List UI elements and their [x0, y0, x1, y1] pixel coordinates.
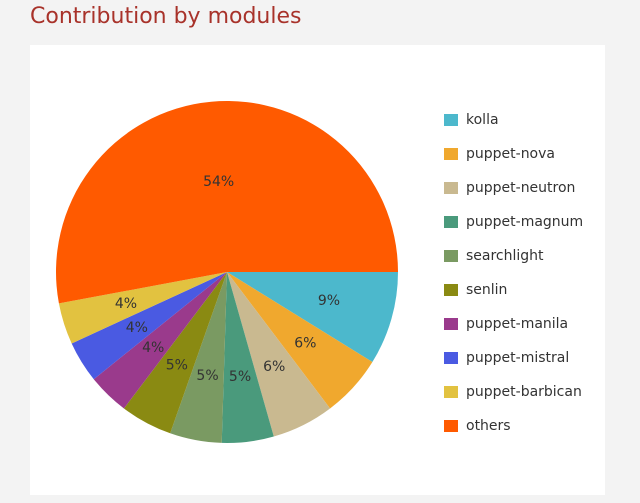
- pie-slice: [58, 272, 228, 344]
- data-label: 5%: [229, 369, 251, 385]
- data-label: 5%: [196, 368, 218, 384]
- pie-slice: [71, 272, 227, 380]
- legend-label: puppet-manila: [466, 316, 568, 332]
- legend-swatch: [444, 352, 458, 364]
- data-label: 54%: [203, 174, 234, 190]
- legend-swatch: [444, 216, 458, 228]
- pie-slice: [221, 272, 274, 443]
- pie-slice: [227, 272, 373, 409]
- legend-swatch: [444, 386, 458, 398]
- pie-slice: [123, 272, 227, 434]
- legend-swatch: [444, 318, 458, 330]
- pie-slice: [93, 272, 227, 409]
- legend-swatch: [444, 114, 458, 126]
- pie-slice: [170, 272, 227, 443]
- data-label: 9%: [318, 293, 340, 309]
- legend-label: searchlight: [466, 248, 544, 264]
- legend-label: puppet-magnum: [466, 214, 583, 230]
- legend-swatch: [444, 250, 458, 262]
- data-label: 4%: [115, 296, 137, 312]
- legend-label: others: [466, 418, 511, 434]
- legend-label: puppet-mistral: [466, 350, 569, 366]
- legend-swatch: [444, 284, 458, 296]
- legend-swatch: [444, 420, 458, 432]
- data-label: 6%: [263, 359, 285, 375]
- data-label: 6%: [294, 335, 316, 351]
- pie-slice: [56, 101, 399, 304]
- chart-title: Contribution by modules: [30, 4, 301, 29]
- legend-swatch: [444, 148, 458, 160]
- legend-label: senlin: [466, 282, 507, 298]
- legend-label: kolla: [466, 112, 499, 128]
- legend-label: puppet-barbican: [466, 384, 582, 400]
- legend-label: puppet-neutron: [466, 180, 575, 196]
- legend-label: puppet-nova: [466, 146, 555, 162]
- legend-swatch: [444, 182, 458, 194]
- data-label: 5%: [166, 357, 188, 373]
- pie-slice: [227, 272, 331, 437]
- data-label: 4%: [126, 320, 148, 336]
- data-label: 4%: [142, 340, 164, 356]
- pie-slice: [227, 272, 398, 363]
